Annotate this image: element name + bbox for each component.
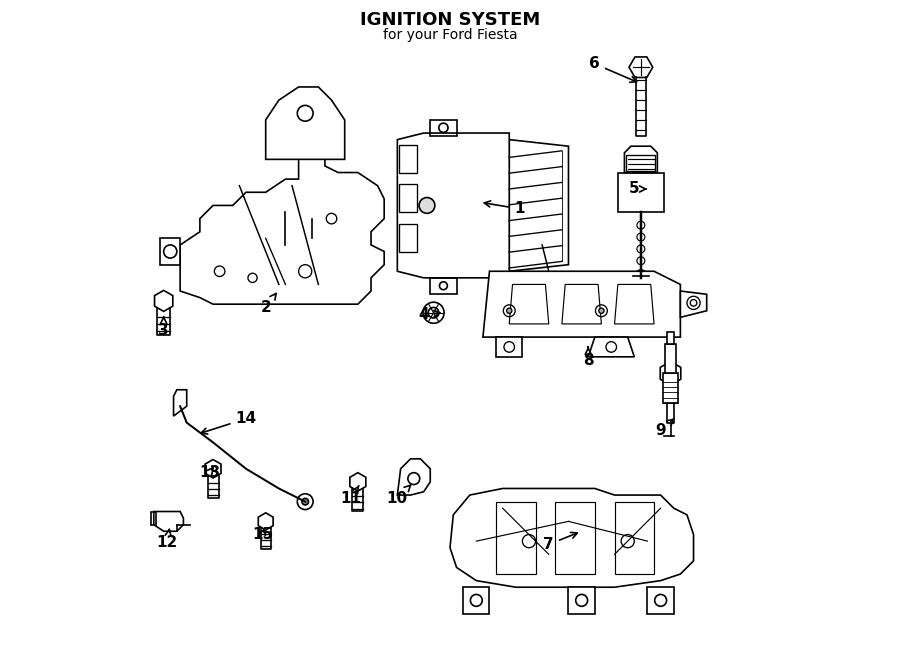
Bar: [667, 332, 674, 344]
Circle shape: [302, 498, 309, 505]
Bar: [150, 512, 156, 525]
Text: 14: 14: [201, 411, 256, 434]
Text: 4: 4: [418, 307, 440, 321]
Text: 7: 7: [544, 532, 577, 552]
Text: 11: 11: [341, 486, 362, 506]
Bar: [665, 344, 676, 373]
Polygon shape: [397, 459, 430, 495]
Polygon shape: [397, 133, 509, 278]
Text: 10: 10: [387, 485, 410, 506]
Bar: [626, 155, 655, 171]
Text: 12: 12: [157, 529, 177, 550]
Text: 1: 1: [484, 201, 525, 216]
Polygon shape: [464, 587, 490, 613]
Polygon shape: [160, 239, 180, 264]
Text: 8: 8: [583, 347, 593, 368]
Text: 2: 2: [260, 293, 276, 315]
Polygon shape: [647, 587, 674, 613]
Text: 15: 15: [252, 527, 273, 542]
Text: 6: 6: [590, 56, 636, 82]
Polygon shape: [174, 390, 186, 416]
Polygon shape: [483, 271, 680, 337]
Text: 5: 5: [629, 182, 646, 196]
Polygon shape: [180, 146, 384, 304]
Polygon shape: [629, 57, 652, 77]
Polygon shape: [266, 87, 345, 159]
Polygon shape: [496, 337, 522, 357]
Circle shape: [507, 308, 512, 313]
Text: for your Ford Fiesta: for your Ford Fiesta: [382, 28, 518, 42]
Bar: [399, 224, 417, 252]
Bar: [430, 120, 456, 136]
Polygon shape: [155, 290, 173, 311]
Text: 13: 13: [199, 465, 220, 479]
Text: 9: 9: [655, 419, 673, 438]
Polygon shape: [258, 513, 273, 530]
Polygon shape: [450, 488, 694, 587]
Polygon shape: [589, 337, 634, 357]
Text: 3: 3: [158, 317, 169, 338]
Bar: [399, 145, 417, 173]
Circle shape: [635, 270, 647, 282]
Bar: [430, 278, 456, 294]
Polygon shape: [154, 512, 184, 531]
Bar: [399, 184, 417, 212]
Circle shape: [419, 198, 435, 214]
Circle shape: [297, 494, 313, 510]
Polygon shape: [661, 362, 680, 385]
Polygon shape: [569, 587, 595, 613]
Bar: [662, 373, 679, 403]
Polygon shape: [350, 473, 365, 491]
Polygon shape: [625, 146, 657, 173]
Polygon shape: [680, 291, 706, 317]
Bar: [617, 173, 664, 212]
Circle shape: [598, 308, 604, 313]
Text: IGNITION SYSTEM: IGNITION SYSTEM: [360, 11, 540, 29]
Polygon shape: [205, 459, 221, 478]
